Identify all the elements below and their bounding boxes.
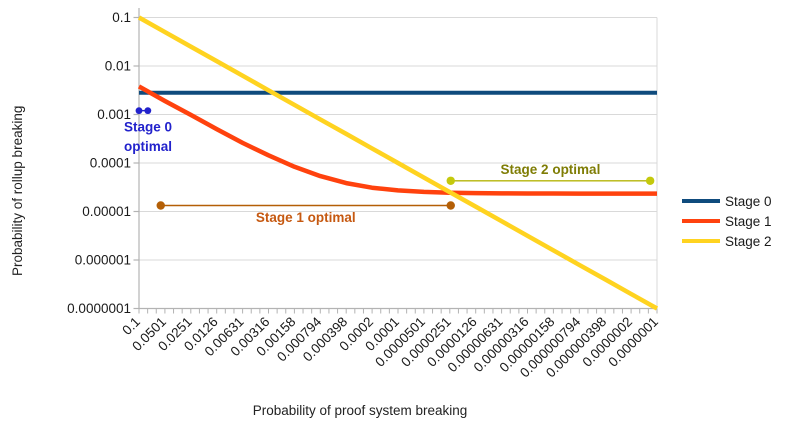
y-tick-label: 0.0000001: [67, 301, 131, 316]
x-axis-title: Probability of proof system breaking: [252, 403, 468, 418]
legend-label: Stage 1: [725, 213, 772, 229]
y-tick-label: 0.000001: [75, 253, 131, 268]
legend-item-stage-1: Stage 1: [682, 211, 772, 231]
y-tick-label: 0.1: [112, 10, 131, 25]
legend-swatch: [682, 199, 720, 203]
series-line-stage-2: [137, 15, 659, 311]
legend-label: Stage 0: [725, 193, 772, 209]
legend-label: Stage 2: [725, 233, 772, 249]
annotation-label-stage-0-optimal: Stage 0 optimal: [124, 120, 172, 155]
annotation-label-stage-2-optimal: Stage 2 optimal: [501, 162, 601, 177]
legend-swatch: [682, 219, 720, 223]
legend-item-stage-0: Stage 0: [682, 191, 772, 211]
annotation-dot: [156, 201, 165, 210]
annotation-dot: [144, 107, 152, 115]
y-tick-label: 0.0001: [90, 156, 131, 171]
annotation-dot: [135, 107, 143, 115]
legend-item-stage-2: Stage 2: [682, 231, 772, 251]
y-tick-label: 0.00001: [82, 204, 131, 219]
legend-swatch: [682, 239, 720, 243]
annotation-dot: [645, 176, 655, 185]
y-axis-title: Probability of rollup breaking: [10, 105, 25, 276]
legend: Stage 0 Stage 1 Stage 2: [682, 191, 772, 251]
annotation-label-stage-1-optimal: Stage 1 optimal: [256, 210, 356, 225]
series-line-stage-1: [137, 84, 657, 196]
annotation-dot: [446, 176, 455, 185]
y-tick-label: 0.01: [105, 59, 131, 74]
annotation-dot: [446, 201, 455, 210]
y-tick-label: 0.001: [97, 107, 131, 122]
